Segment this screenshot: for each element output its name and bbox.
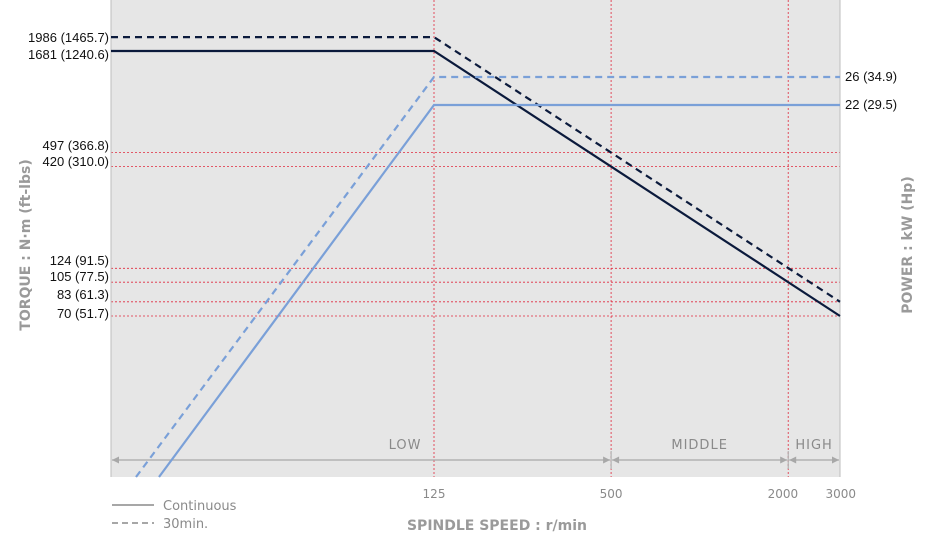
range-arrow-left-low [112,456,119,464]
power-tick-26: 26 (34.9) [845,69,897,84]
y-axis-left-title: TORQUE : N·m (ft-lbs) [18,159,34,330]
power-tick-22: 22 (29.5) [845,97,897,112]
torque-tick-124: 124 (91.5) [50,253,109,268]
series-power-30min [135,75,840,478]
x-tick-3000: 3000 [825,487,856,501]
series-torque-continuous [111,49,841,317]
x-tick-500: 500 [600,487,623,501]
torque-tick-1681: 1681 (1240.6) [28,47,109,62]
legend-30min: 30min. [163,517,208,532]
grid-lines [110,0,841,477]
curves [111,36,841,478]
torque-tick-83: 83 (61.3) [57,287,109,302]
x-tick-2000: 2000 [768,487,799,501]
legend-continuous: Continuous [163,499,237,514]
range-arrow-right-low [603,456,611,464]
torque-tick-1986: 1986 (1465.7) [28,30,109,45]
y-axis-right-title: POWER : kW (Hp) [900,176,916,313]
torque-tick-105: 105 (77.5) [50,269,109,284]
x-axis-title: SPINDLE SPEED : r/min [407,518,587,534]
range-label-high: HIGH [795,438,832,453]
range-arrow-left-high [789,456,797,464]
torque-tick-70: 70 (51.7) [57,306,109,321]
range-arrow-left-middle [612,456,620,464]
series-power-continuous [158,103,840,478]
series-torque-30min [111,36,841,303]
tick-labels: 1986 (1465.7) 1681 (1240.6) 497 (366.8)420… [28,30,897,501]
range-label-middle: MIDDLE [671,438,728,453]
range-label-low: LOW [389,438,422,453]
legend: Continuous 30min. [112,499,237,532]
torque-tick-497: 497 (366.8) [43,138,110,153]
x-tick-125: 125 [423,487,446,501]
torque-tick-420: 420 (310.0) [43,154,110,169]
range-arrow-right-middle [780,456,788,464]
plot-area [111,0,840,477]
range-arrow-right-high [832,456,839,464]
speed-ranges: LOW MIDDLE HIGH [112,438,839,469]
